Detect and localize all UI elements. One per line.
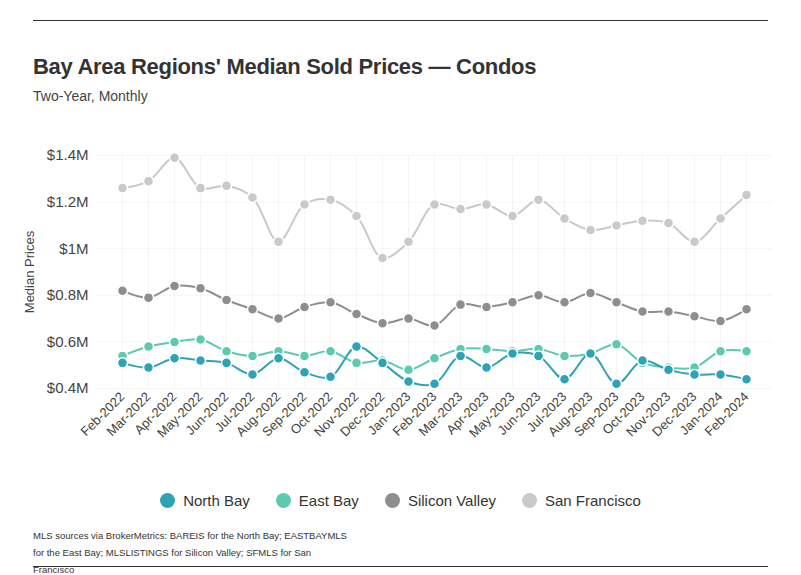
svg-text:May-2023: May-2023 xyxy=(466,389,518,441)
svg-text:Feb-2022: Feb-2022 xyxy=(77,389,128,439)
svg-text:May-2022: May-2022 xyxy=(154,389,206,441)
svg-text:Jun-2022: Jun-2022 xyxy=(182,389,232,438)
svg-text:$0.6M: $0.6M xyxy=(47,333,89,350)
svg-text:Mar-2023: Mar-2023 xyxy=(415,389,466,439)
svg-text:$0.4M: $0.4M xyxy=(47,379,89,396)
html-text:MLS sources via BrokerMetrics:: MLS sources via BrokerMetrics: BAREIS fo… xyxy=(33,530,347,575)
svg-text:Jan-2023: Jan-2023 xyxy=(364,389,414,438)
svg-text:Jan-2024: Jan-2024 xyxy=(676,389,726,438)
svg-text:Jun-2023: Jun-2023 xyxy=(494,389,544,438)
svg-text:$0.8M: $0.8M xyxy=(47,286,89,303)
svg-text:Aug-2022: Aug-2022 xyxy=(233,389,284,440)
html-text:East Bay: East Bay xyxy=(298,492,359,509)
svg-text:Sep-2023: Sep-2023 xyxy=(571,389,622,440)
svg-text:$1.4M: $1.4M xyxy=(47,146,89,163)
svg-text:Nov-2022: Nov-2022 xyxy=(311,389,362,440)
svg-text:$1M: $1M xyxy=(59,240,88,257)
svg-text:Oct-2023: Oct-2023 xyxy=(599,389,648,438)
html-text:Bay Area Regions' Median Sold: Bay Area Regions' Median Sold Prices — C… xyxy=(33,54,537,79)
svg-text:Dec-2023: Dec-2023 xyxy=(649,389,700,440)
html-text:North Bay: North Bay xyxy=(183,492,250,509)
svg-text:Median Prices: Median Prices xyxy=(22,230,37,313)
svg-text:Apr-2022: Apr-2022 xyxy=(131,389,180,438)
svg-text:Sep-2022: Sep-2022 xyxy=(259,389,310,440)
svg-text:Oct-2022: Oct-2022 xyxy=(287,389,336,438)
svg-text:Jul-2023: Jul-2023 xyxy=(523,389,570,435)
html-text:Silicon Valley: Silicon Valley xyxy=(407,492,496,509)
svg-text:Nov-2023: Nov-2023 xyxy=(623,389,674,440)
svg-text:Aug-2023: Aug-2023 xyxy=(545,389,596,440)
svg-text:Feb-2024: Feb-2024 xyxy=(702,389,752,439)
svg-text:Feb-2023: Feb-2023 xyxy=(389,389,440,439)
svg-text:Apr-2023: Apr-2023 xyxy=(443,389,492,438)
svg-text:Jul-2022: Jul-2022 xyxy=(211,389,258,435)
svg-text:Dec-2022: Dec-2022 xyxy=(337,389,388,440)
html-text:Two-Year, Monthly: Two-Year, Monthly xyxy=(33,88,148,104)
svg-text:$1.2M: $1.2M xyxy=(47,193,89,210)
svg-text:Mar-2022: Mar-2022 xyxy=(103,389,154,439)
html-text:San Francisco: San Francisco xyxy=(545,492,641,509)
